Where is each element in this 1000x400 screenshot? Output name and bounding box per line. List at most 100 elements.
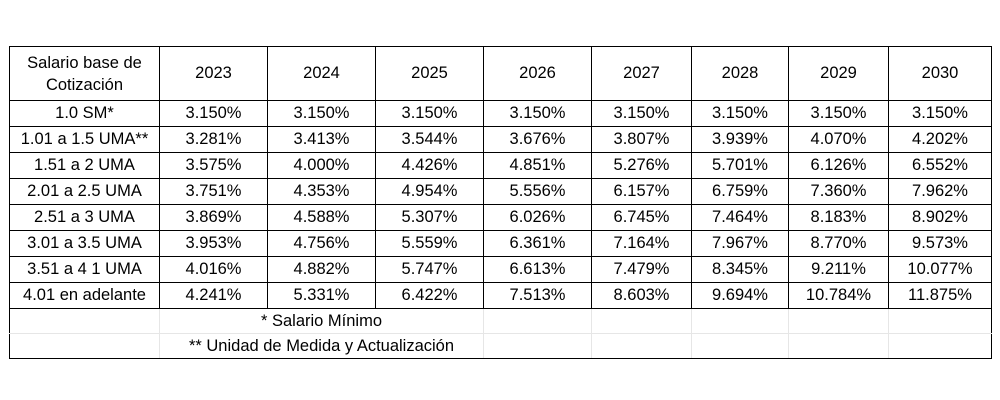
rate-cell: 4.756% [267, 230, 376, 257]
rate-cell: 3.150% [888, 100, 992, 127]
row-label: 1.51 a 2 UMA [9, 152, 160, 179]
note-uma: ** Unidad de Medida y Actualización [159, 333, 484, 359]
empty-cell [788, 308, 889, 334]
rate-cell: 4.202% [888, 126, 992, 153]
rate-cell: 3.150% [159, 100, 268, 127]
rate-cell: 3.150% [375, 100, 484, 127]
year-header: 2029 [788, 46, 889, 101]
rate-cell: 5.747% [375, 256, 484, 283]
table-row: 2.51 a 3 UMA 3.869% 4.588% 5.307% 6.026% 6.74… [9, 204, 992, 231]
empty-cell [691, 333, 789, 359]
rate-cell: 3.150% [591, 100, 692, 127]
rate-cell: 7.967% [691, 230, 789, 257]
empty-cell [888, 333, 992, 359]
rate-cell: 5.556% [483, 178, 592, 205]
rate-cell: 3.953% [159, 230, 268, 257]
empty-cell [483, 333, 592, 359]
rate-cell: 10.077% [888, 256, 992, 283]
rate-cell: 8.603% [591, 282, 692, 309]
rate-cell: 3.544% [375, 126, 484, 153]
year-header: 2027 [591, 46, 692, 101]
row-label: 4.01 en adelante [9, 282, 160, 309]
empty-cell [483, 308, 592, 334]
rate-cell: 7.962% [888, 178, 992, 205]
rate-cell: 10.784% [788, 282, 889, 309]
rate-cell: 4.241% [159, 282, 268, 309]
year-header: 2024 [267, 46, 376, 101]
rate-cell: 4.426% [375, 152, 484, 179]
salary-base-header-line-2: Cotización [45, 75, 124, 94]
row-label: 1.01 a 1.5 UMA** [9, 126, 160, 153]
rate-cell: 9.211% [788, 256, 889, 283]
empty-cell [9, 308, 160, 334]
rate-cell: 5.559% [375, 230, 484, 257]
rate-cell: 6.026% [483, 204, 592, 231]
rate-cell: 8.770% [788, 230, 889, 257]
rate-cell: 4.851% [483, 152, 592, 179]
rate-cell: 7.513% [483, 282, 592, 309]
rate-cell: 3.575% [159, 152, 268, 179]
rate-cell: 3.413% [267, 126, 376, 153]
rate-cell: 3.150% [788, 100, 889, 127]
rate-cell: 6.157% [591, 178, 692, 205]
rate-cell: 6.745% [591, 204, 692, 231]
rate-cell: 6.126% [788, 152, 889, 179]
rate-cell: 4.353% [267, 178, 376, 205]
rate-cell: 9.694% [691, 282, 789, 309]
rate-cell: 5.331% [267, 282, 376, 309]
note-row: ** Unidad de Medida y Actualización [9, 333, 992, 359]
table-row: 4.01 en adelante 4.241% 5.331% 6.422% 7.513%… [9, 282, 992, 309]
rate-cell: 6.422% [375, 282, 484, 309]
rate-cell: 8.902% [888, 204, 992, 231]
empty-cell [591, 308, 692, 334]
rate-cell: 7.464% [691, 204, 789, 231]
year-header: 2023 [159, 46, 268, 101]
table-row: 2.01 a 2.5 UMA 3.751% 4.353% 4.954% 5.556% 6.… [9, 178, 992, 205]
rate-cell: 5.307% [375, 204, 484, 231]
rate-cell: 5.701% [691, 152, 789, 179]
row-label: 2.51 a 3 UMA [9, 204, 160, 231]
rate-cell: 3.807% [591, 126, 692, 153]
rate-cell: 3.150% [691, 100, 789, 127]
contribution-rate-table: Salario base de Cotización 2023 2024 202… [9, 46, 992, 359]
rate-cell: 4.588% [267, 204, 376, 231]
row-label: 1.0 SM* [9, 100, 160, 127]
rate-cell: 8.345% [691, 256, 789, 283]
year-header: 2026 [483, 46, 592, 101]
rate-cell: 3.676% [483, 126, 592, 153]
rate-cell: 8.183% [788, 204, 889, 231]
rate-cell: 9.573% [888, 230, 992, 257]
salary-base-header: Salario base de Cotización [9, 46, 160, 101]
rate-cell: 6.613% [483, 256, 592, 283]
row-label: 2.01 a 2.5 UMA [9, 178, 160, 205]
empty-cell [691, 308, 789, 334]
rate-cell: 11.875% [888, 282, 992, 309]
table-row: 1.51 a 2 UMA 3.575% 4.000% 4.426% 4.851% 5.27… [9, 152, 992, 179]
rate-cell: 6.759% [691, 178, 789, 205]
row-label: 3.51 a 4 1 UMA [9, 256, 160, 283]
rate-cell: 5.276% [591, 152, 692, 179]
note-salario-minimo: * Salario Mínimo [159, 308, 484, 334]
rate-cell: 4.016% [159, 256, 268, 283]
row-label: 3.01 a 3.5 UMA [9, 230, 160, 257]
rate-cell: 3.869% [159, 204, 268, 231]
empty-cell [888, 308, 992, 334]
table-row: 3.51 a 4 1 UMA 4.016% 4.882% 5.747% 6.613% 7.… [9, 256, 992, 283]
notes-section: * Salario Mínimo ** Unidad de Medida y A… [9, 308, 992, 359]
rate-cell: 7.479% [591, 256, 692, 283]
header-row: Salario base de Cotización 2023 2024 202… [9, 46, 992, 101]
rate-cell: 6.361% [483, 230, 592, 257]
year-header: 2030 [888, 46, 992, 101]
rate-cell: 4.070% [788, 126, 889, 153]
table-row: 3.01 a 3.5 UMA 3.953% 4.756% 5.559% 6.361% 7.… [9, 230, 992, 257]
salary-base-header-line-1: Salario base de [27, 53, 142, 72]
rate-cell: 4.954% [375, 178, 484, 205]
empty-cell [788, 333, 889, 359]
table-row: 1.0 SM* 3.150% 3.150% 3.150% 3.150% 3.150% 3.1… [9, 100, 992, 127]
rate-cell: 3.281% [159, 126, 268, 153]
table-body: 1.0 SM* 3.150% 3.150% 3.150% 3.150% 3.150% 3.1… [9, 100, 992, 309]
rate-cell: 3.150% [267, 100, 376, 127]
rate-cell: 7.164% [591, 230, 692, 257]
empty-cell [591, 333, 692, 359]
rate-cell: 3.150% [483, 100, 592, 127]
